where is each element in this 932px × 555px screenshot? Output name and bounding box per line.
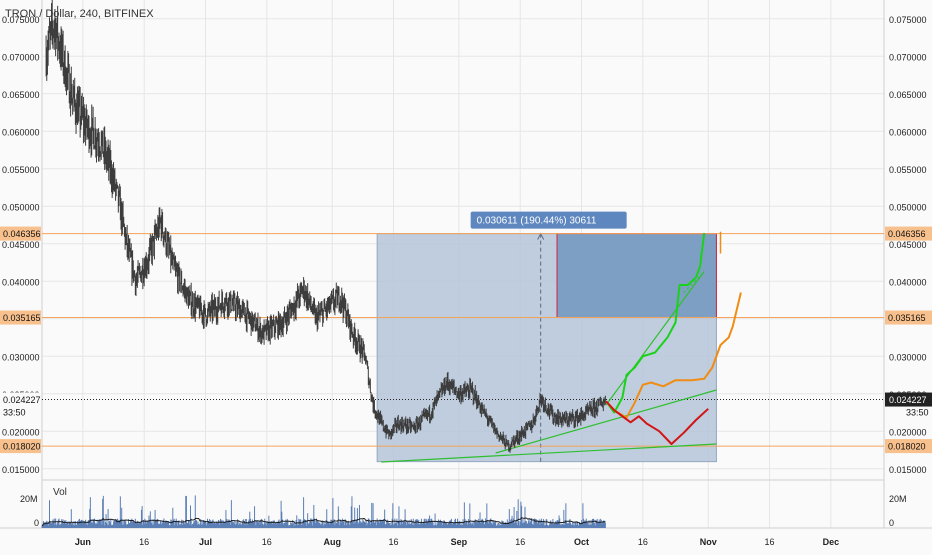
volume-axis-label-top-left: 20M [20,494,38,504]
volume-axis-label-zero-right: 0 [889,518,894,528]
trendline[interactable] [381,443,717,463]
volume-title: Vol [53,487,67,498]
price-axis-label-right: 0.050000 [889,202,927,212]
price-axis-label-left: 0.040000 [2,277,40,287]
level-tag-support-text: 0.018020 [888,442,926,452]
volume-axis-label-zero-left: 0 [34,518,39,528]
current-price-text-left: 0.024227 [3,395,41,405]
volume-moving-average [41,517,606,527]
time-axis-label: Nov [700,537,717,547]
price-axis-label-right: 0.040000 [889,277,927,287]
price-axis-label-right: 0.070000 [889,52,927,62]
level-tag-support-right [885,439,932,454]
price-axis-label-left: 0.050000 [2,202,40,212]
price-axis-label-right: 0.045000 [889,240,927,250]
price-axis-label-left: 0.065000 [2,90,40,100]
symbol-title: TRON / Dollar, 240, BITFINEX [5,8,154,20]
time-axis-label: Jun [75,537,91,547]
price-axis-label-left: 0.055000 [2,165,40,175]
time-axis-label: 16 [638,537,648,547]
level-tag-target-low-left [0,310,41,325]
time-axis-label: Aug [323,537,341,547]
time-axis-label: Dec [823,537,840,547]
time-axis-label: 16 [765,537,775,547]
level-tag-support-text: 0.018020 [3,442,41,452]
level-tag-target-low-text: 0.035165 [888,313,926,323]
trendline[interactable] [605,271,705,406]
price-axis-label-right: 0.075000 [889,15,927,25]
price-axis-label-left: 0.045000 [2,240,40,250]
price-axis-label-left: 0.030000 [2,352,40,362]
level-tag-support-left [0,439,41,454]
level-tag-target-high-text: 0.046356 [888,229,926,239]
projection-path-green[interactable] [605,233,706,414]
volume-axis-label-top-right: 20M [889,494,907,504]
price-axis-label-right: 0.030000 [889,352,927,362]
measure-label-text: 0.030611 (190.44%) 30611 [477,216,597,227]
time-axis-label: 16 [139,537,149,547]
measure-label-box [470,211,627,229]
price-axis-label-right: 0.055000 [889,165,927,175]
price-axis-label-left: 0.020000 [2,427,40,437]
price-axis-label-right: 0.020000 [889,427,927,437]
price-axis-label-right: 0.060000 [889,127,927,137]
countdown-text-left: 33:50 [3,408,26,418]
price-axis-label-left: 0.075000 [2,15,40,25]
price-axis-label-right: 0.015000 [889,465,927,475]
target-zone[interactable] [556,233,717,319]
price-axis-label-left: 0.015000 [2,465,40,475]
trendline[interactable] [495,389,717,454]
level-tag-target-low-right [885,310,932,325]
time-axis-label: Sep [451,537,468,547]
time-axis-label: Oct [574,537,589,547]
time-axis-label: 16 [389,537,399,547]
level-tag-target-high-text: 0.046356 [3,229,41,239]
level-tag-target-high-left [0,226,41,241]
level-tag-target-low-text: 0.035165 [3,313,41,323]
price-axis-label-right: 0.065000 [889,90,927,100]
current-price-tag-left [0,392,41,419]
projection-path-red[interactable] [605,400,709,445]
current-price-text-right: 0.024227 [889,395,927,405]
time-axis-label: Jul [199,537,212,547]
countdown-text-right: 33:50 [906,408,929,418]
current-price-tag-right [885,392,932,407]
time-axis-label: 16 [262,537,272,547]
price-axis-label-left: 0.070000 [2,52,40,62]
time-axis-label: 16 [515,537,525,547]
level-tag-target-high-right [885,226,932,241]
price-axis-label-left: 0.060000 [2,127,40,137]
projection-path-orange[interactable] [605,292,742,419]
